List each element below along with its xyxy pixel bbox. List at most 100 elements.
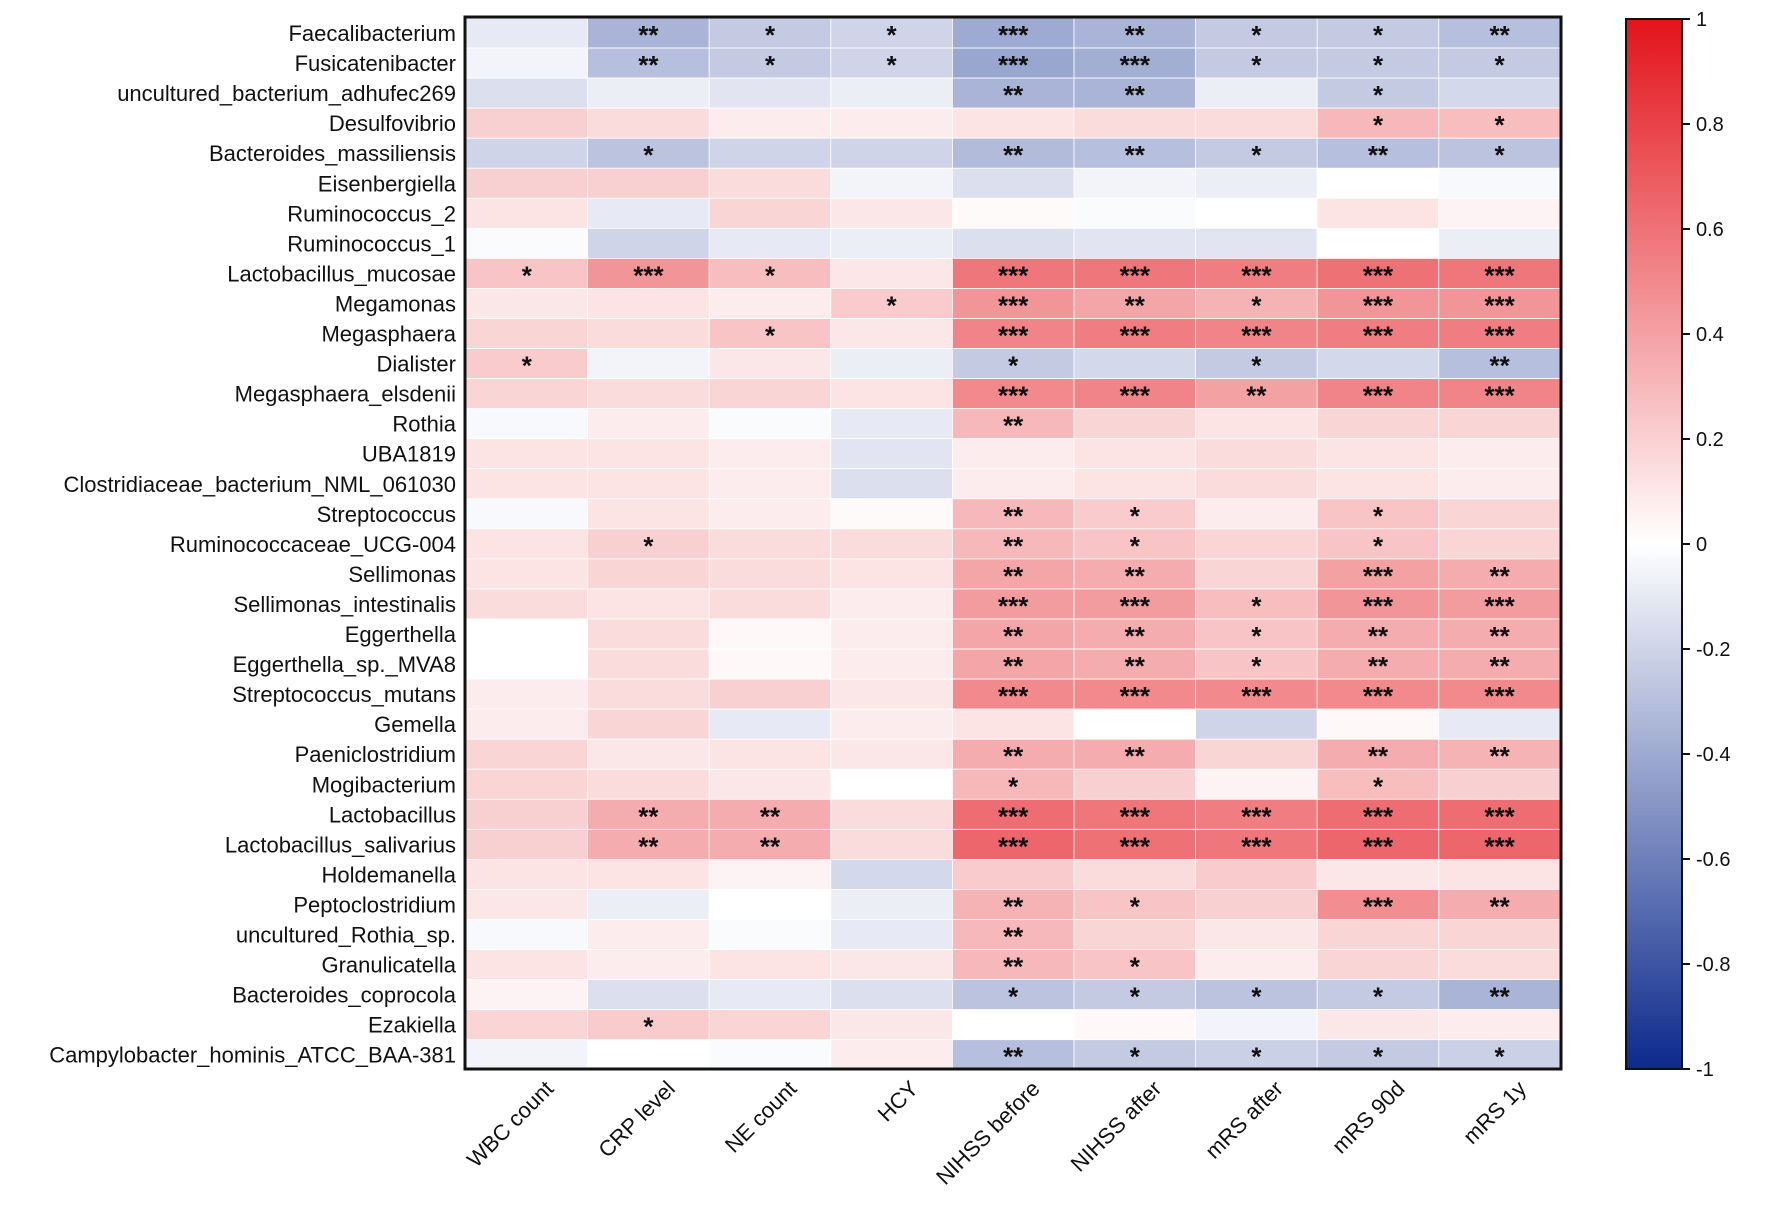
significance-marker: **	[1003, 922, 1024, 952]
significance-marker: **	[760, 831, 781, 861]
heatmap-cell	[1316, 378, 1440, 410]
heatmap-cell	[465, 197, 588, 229]
heatmap-cell	[952, 949, 1075, 980]
significance-marker: ***	[1241, 831, 1272, 861]
significance-marker: ***	[1363, 260, 1394, 290]
heatmap-cell	[1438, 618, 1561, 650]
heatmap-cell	[830, 107, 953, 139]
heatmap-cell	[708, 738, 832, 770]
significance-marker: ***	[1484, 831, 1515, 861]
heatmap-cell	[1073, 738, 1196, 770]
significance-marker: *	[1008, 982, 1019, 1012]
row-label: Faecalibacterium	[288, 21, 456, 46]
heatmap-cell	[830, 77, 953, 109]
heatmap-cell	[1438, 919, 1561, 950]
heatmap-cell	[1195, 859, 1318, 890]
heatmap-cell	[1438, 438, 1561, 470]
heatmap-cell	[587, 167, 710, 199]
row-label: UBA1819	[362, 442, 456, 467]
significance-marker: **	[1125, 290, 1146, 320]
heatmap-cell	[830, 468, 953, 500]
heatmap-cell	[708, 167, 832, 199]
heatmap-cell	[587, 17, 710, 49]
significance-marker: **	[1003, 501, 1024, 531]
heatmap-cell	[708, 288, 832, 319]
row-label: Desulfovibrio	[329, 111, 456, 136]
heatmap-cell	[587, 889, 710, 920]
significance-marker: ***	[1484, 681, 1515, 711]
significance-marker: **	[1368, 741, 1389, 771]
row-label: Mogibacterium	[312, 772, 456, 797]
significance-marker: **	[1489, 351, 1510, 381]
heatmap-cell	[830, 167, 953, 199]
row-label: Ezakiella	[368, 1013, 457, 1038]
colorbar-tick-label: -0.2	[1696, 639, 1730, 661]
significance-marker: *	[1373, 982, 1384, 1012]
significance-marker: *	[765, 260, 776, 290]
significance-marker: *	[1130, 982, 1141, 1012]
heatmap-cell	[1438, 257, 1561, 289]
significance-marker: *	[1130, 531, 1141, 561]
significance-marker: ***	[1241, 321, 1272, 351]
heatmap-cell	[708, 979, 832, 1011]
heatmap-cell	[952, 859, 1075, 890]
heatmap-cell	[465, 919, 588, 950]
heatmap-cell	[1438, 528, 1561, 560]
significance-marker: ***	[1484, 321, 1515, 351]
significance-marker: ***	[1120, 681, 1151, 711]
heatmap-cell	[587, 438, 710, 470]
heatmap-cell	[952, 47, 1075, 79]
heatmap-cell	[587, 318, 710, 349]
heatmap-cell	[1438, 949, 1561, 980]
heatmap-cell	[830, 438, 953, 470]
significance-marker: **	[1368, 621, 1389, 651]
heatmap-cell	[465, 17, 588, 49]
heatmap-cell	[830, 738, 953, 770]
significance-marker: **	[1489, 561, 1510, 591]
heatmap-cell	[587, 348, 710, 379]
significance-marker: ***	[1241, 260, 1272, 290]
row-label: uncultured_Rothia_sp.	[236, 923, 456, 948]
heatmap-cell	[1438, 1039, 1561, 1071]
heatmap-cell	[1195, 949, 1318, 980]
heatmap-cell	[952, 438, 1075, 470]
row-label: Sellimonas	[348, 562, 456, 587]
heatmap-cell	[465, 768, 588, 800]
significance-marker: *	[1130, 501, 1141, 531]
significance-marker: *	[887, 50, 898, 80]
heatmap-cell	[587, 1039, 710, 1071]
heatmap-cell	[1195, 768, 1318, 800]
heatmap-cell	[1316, 167, 1440, 199]
heatmap-cell	[952, 768, 1075, 800]
heatmap-cell	[587, 528, 710, 560]
heatmap-cell	[465, 378, 588, 410]
heatmap-cell	[708, 498, 832, 530]
heatmap-cell	[830, 348, 953, 379]
significance-marker: ***	[1363, 321, 1394, 351]
heatmap-cell	[708, 919, 832, 950]
heatmap-cell	[587, 107, 710, 139]
heatmap-cell	[708, 137, 832, 169]
significance-marker: *	[1251, 591, 1262, 621]
heatmap-cell	[952, 498, 1075, 530]
heatmap-cell	[1195, 137, 1318, 169]
heatmap-cell	[952, 348, 1075, 379]
significance-marker: ***	[1363, 381, 1394, 411]
heatmap-cell	[587, 708, 710, 740]
heatmap-cell	[587, 859, 710, 890]
heatmap-cell	[952, 378, 1075, 410]
heatmap-cell	[708, 348, 832, 379]
significance-marker: **	[638, 801, 659, 831]
heatmap-cell	[1316, 828, 1440, 860]
significance-marker: **	[1489, 651, 1510, 681]
significance-marker: ***	[1363, 891, 1394, 921]
heatmap-cell	[708, 949, 832, 980]
significance-marker: ***	[998, 20, 1029, 50]
significance-marker: **	[1003, 741, 1024, 771]
heatmap-cell	[1438, 708, 1561, 740]
significance-marker: ***	[998, 801, 1029, 831]
significance-marker: *	[1495, 140, 1506, 170]
colorbar-gradient	[1625, 18, 1683, 1070]
heatmap-cell	[587, 648, 710, 680]
heatmap-cell	[952, 227, 1075, 259]
